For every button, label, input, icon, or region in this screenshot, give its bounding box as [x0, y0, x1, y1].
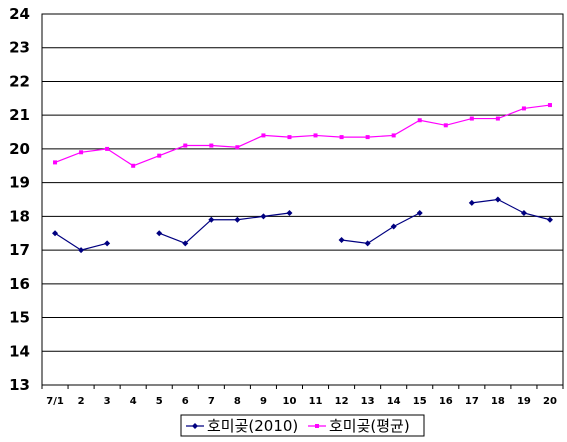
y-tick-label: 19: [9, 174, 30, 192]
plot-area: [42, 14, 563, 385]
x-tick-label: 20: [543, 396, 557, 407]
y-tick-label: 22: [9, 72, 30, 90]
x-tick-label: 5: [156, 396, 163, 407]
series-line: [341, 212, 421, 244]
data-point: [339, 135, 344, 140]
data-point: [494, 196, 501, 203]
x-tick-label: 13: [361, 396, 375, 407]
x-tick-label: 15: [413, 396, 427, 407]
data-point: [443, 123, 448, 128]
data-point: [521, 106, 526, 111]
data-point: [469, 116, 474, 121]
data-point: [365, 135, 370, 140]
data-point: [260, 213, 267, 220]
data-point: [209, 143, 214, 148]
series-2010: [52, 196, 553, 254]
data-point: [183, 143, 188, 148]
data-point: [495, 116, 500, 121]
legend-label: 호미곶(평균): [329, 417, 410, 435]
x-tick-label: 18: [491, 396, 505, 407]
legend-label: 호미곶(2010): [207, 417, 298, 435]
x-tick-label: 8: [234, 396, 241, 407]
data-point: [286, 209, 293, 216]
legend-item: 호미곶(2010): [186, 417, 298, 435]
y-axis-ticks: 13 14 15 16 17 18 19 20 21 22 23 24: [9, 5, 30, 394]
y-tick-label: 20: [9, 140, 30, 158]
y-tick-label: 18: [9, 207, 30, 225]
data-point: [104, 240, 111, 247]
x-tick-label: 4: [130, 396, 137, 407]
data-point: [78, 247, 85, 254]
data-point: [364, 240, 371, 247]
x-tick-label: 9: [260, 396, 267, 407]
x-tick-label: 3: [104, 396, 111, 407]
y-tick-label: 14: [9, 342, 30, 360]
data-point: [287, 135, 292, 140]
data-point: [416, 209, 423, 216]
y-tick-label: 24: [9, 5, 30, 23]
y-tick-label: 13: [9, 376, 30, 394]
data-point: [182, 240, 189, 247]
series-layer: [52, 103, 553, 254]
y-tick-label: 17: [9, 241, 30, 259]
data-point: [234, 216, 241, 223]
legend-marker: [192, 423, 198, 429]
y-tick-label: 23: [9, 39, 30, 57]
data-point: [131, 163, 136, 168]
y-tick-label: 21: [9, 106, 30, 124]
y-tick-label: 15: [9, 309, 30, 327]
x-tick-label: 17: [465, 396, 479, 407]
data-point: [520, 209, 527, 216]
data-point: [261, 133, 266, 138]
data-point: [390, 223, 397, 230]
data-point: [156, 230, 163, 237]
legend: 호미곶(2010) 호미곶(평균): [180, 414, 425, 437]
series-average: [53, 103, 552, 168]
data-point: [417, 118, 422, 123]
legend-marker: [315, 424, 319, 428]
data-point: [235, 145, 240, 150]
x-tick-label: 2: [78, 396, 85, 407]
data-point: [468, 199, 475, 206]
data-point: [53, 160, 58, 165]
data-point: [547, 103, 552, 108]
y-tick-label: 16: [9, 275, 30, 293]
x-axis-ticks: 7/1 2 3 4 5 6 7 8 9 10 11 12 13 14 15 16 17 18 19 20: [41, 385, 564, 407]
series-line: [471, 198, 551, 221]
x-tick-label: 7/1: [46, 396, 64, 407]
data-point: [546, 216, 553, 223]
x-tick-label: 14: [387, 396, 401, 407]
legend-box: [180, 414, 425, 437]
x-tick-label: 6: [182, 396, 189, 407]
x-tick-label: 12: [335, 396, 349, 407]
x-tick-label: 19: [517, 396, 531, 407]
legend-item: 호미곶(평균): [308, 417, 410, 435]
x-tick-label: 7: [208, 396, 215, 407]
data-point: [338, 236, 345, 243]
data-point: [79, 150, 84, 155]
data-point: [52, 230, 59, 237]
data-point: [313, 133, 318, 138]
data-point: [391, 133, 396, 138]
data-point: [105, 146, 110, 151]
series-line: [159, 212, 290, 245]
x-tick-label: 11: [309, 396, 323, 407]
data-point: [208, 216, 215, 223]
x-tick-label: 16: [439, 396, 453, 407]
series-line: [54, 104, 551, 167]
data-point: [157, 153, 162, 158]
x-tick-label: 10: [283, 396, 297, 407]
